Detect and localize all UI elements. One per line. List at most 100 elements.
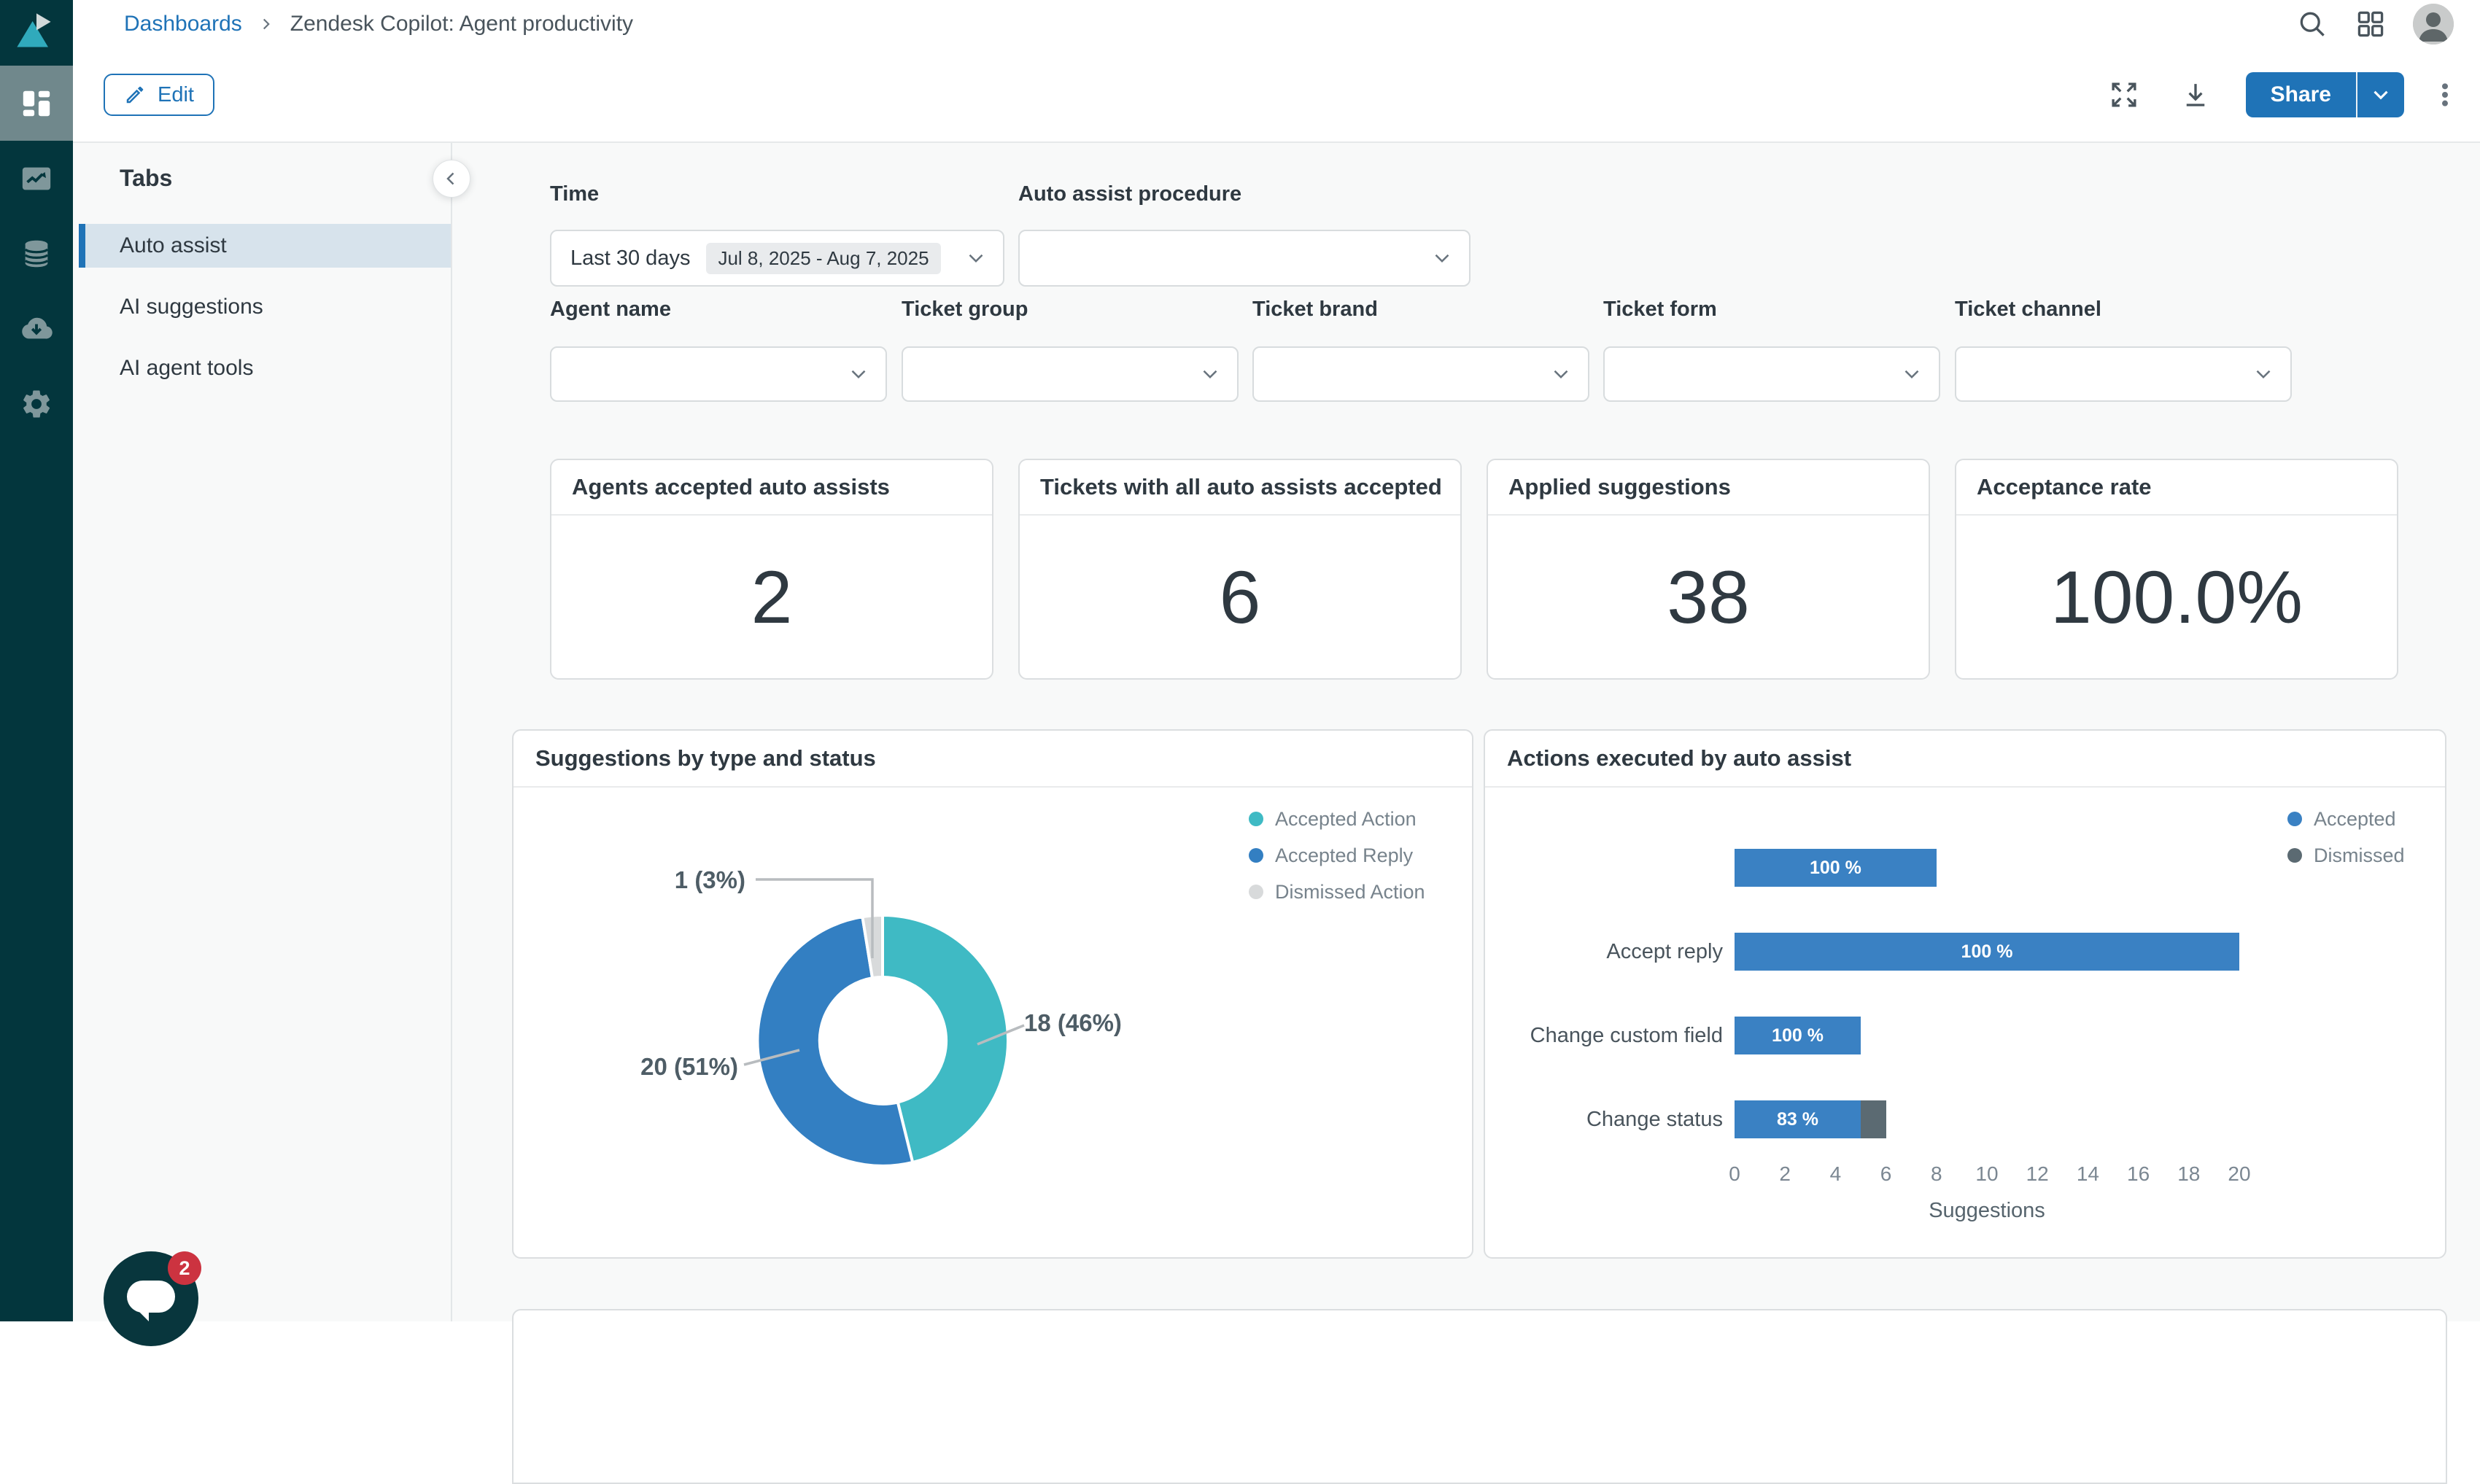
x-axis-tick: 6 [1880,1162,1892,1185]
app-switcher-button[interactable] [2355,8,2387,40]
edit-button-label: Edit [158,82,194,106]
donut-slice-label: 20 (51%) [640,1053,738,1080]
explore-logo[interactable] [0,0,73,66]
x-axis-tick: 16 [2127,1162,2150,1185]
donut-chart [756,913,1010,1168]
chat-bubble-icon [127,1281,175,1321]
ticket-brand-filter-dropdown[interactable] [1252,346,1589,402]
x-axis-tick: 18 [2177,1162,2201,1185]
breadcrumb: Dashboards Zendesk Copilot: Agent produc… [124,12,633,36]
ticket-channel-filter-label: Ticket channel [1955,298,2101,321]
share-button[interactable]: Share [2246,72,2357,117]
sidebar-item-settings[interactable] [0,366,73,441]
share-menu-button[interactable] [2357,72,2404,117]
procedure-filter-dropdown[interactable] [1018,230,1470,287]
bar-chart-card: Actions executed by auto assist Accepted… [1484,729,2446,1259]
ticket-brand-filter-label: Ticket brand [1252,298,1378,321]
chevron-down-icon [1899,362,1924,386]
fullscreen-button[interactable] [2109,79,2139,110]
date-range-pill: Jul 8, 2025 - Aug 7, 2025 [706,242,941,274]
ticket-channel-filter-dropdown[interactable] [1955,346,2292,402]
chevron-down-icon [846,362,871,386]
gear-icon [23,390,50,418]
time-filter-dropdown[interactable]: Last 30 days Jul 8, 2025 - Aug 7, 2025 [550,230,1004,287]
legend-item[interactable]: Accepted Reply [1249,837,1425,874]
ticket-form-filter-dropdown[interactable] [1603,346,1940,402]
legend-item[interactable]: Dismissed [2287,837,2405,874]
bar-value-label: 83 % [1777,1108,1818,1130]
cloud-download-icon [22,317,53,338]
chevron-left-icon [446,172,454,185]
sidebar-item-datasets[interactable] [0,216,73,291]
chevron-down-icon [2251,362,2276,386]
legend-dot [1249,848,1263,863]
metric-card: Agents accepted auto assists 2 [550,459,993,680]
ticket-group-filter-label: Ticket group [902,298,1028,321]
sidebar-item-imports[interactable] [0,291,73,366]
legend-item[interactable]: Accepted Action [1249,801,1425,837]
user-avatar[interactable] [2413,4,2454,44]
collapse-panel-button[interactable] [433,160,470,198]
nav-rail [0,0,73,1321]
metric-title: Acceptance rate [1956,460,2397,516]
dashboard-content: Time Last 30 days Jul 8, 2025 - Aug 7, 2… [452,143,2480,1484]
x-axis-tick: 0 [1729,1162,1740,1185]
tab-label: Auto assist [120,233,227,257]
chevron-right-icon [257,15,276,34]
kebab-menu-icon [2442,83,2448,106]
bar-accepted: 100 % [1735,849,1937,887]
share-split-button: Share [2245,72,2404,117]
agent-name-filter-label: Agent name [550,298,671,321]
metric-card: Applied suggestions 38 [1487,459,1930,680]
metric-title: Tickets with all auto assists accepted [1020,460,1460,516]
legend-label: Accepted Reply [1275,844,1414,866]
chevron-down-icon [964,246,988,271]
time-filter-label: Time [550,182,600,206]
bar-dismissed [1861,1100,1886,1138]
legend-label: Dismissed Action [1275,880,1425,903]
tab-label: AI agent tools [120,356,254,380]
legend-label: Accepted Action [1275,807,1417,830]
tab-auto-assist[interactable]: Auto assist [79,224,451,268]
chart-title: Suggestions by type and status [514,731,1472,788]
sidebar-item-reports[interactable] [0,141,73,216]
export-button[interactable] [2180,79,2211,110]
chart-title: Actions executed by auto assist [1485,731,2445,788]
x-axis-title: Suggestions [1929,1199,2045,1222]
x-axis-tick: 8 [1931,1162,1942,1185]
metric-value: 6 [1219,556,1261,639]
dashboard-toolbar: Edit Share [73,48,2480,143]
dashboards-icon [23,90,50,116]
bar-chart: Suggestions 100 % Accept reply 100 % Change… [1485,788,2445,1257]
tab-ai-agent-tools[interactable]: AI agent tools [79,346,451,390]
more-options-button[interactable] [2430,80,2460,109]
ticket-group-filter-dropdown[interactable] [902,346,1239,402]
legend-dot [2287,812,2302,826]
bar-legend: Accepted Dismissed [2287,801,2405,874]
search-button[interactable] [2296,8,2328,40]
donut-legend: Accepted Action Accepted Reply Dismissed… [1249,801,1425,910]
bar-category-label [1485,849,1723,887]
tab-ai-suggestions[interactable]: AI suggestions [79,285,451,329]
legend-item[interactable]: Accepted [2287,801,2405,837]
x-axis-tick: 2 [1779,1162,1791,1185]
breadcrumb-dashboards-link[interactable]: Dashboards [124,12,242,36]
pencil-icon [126,86,144,104]
metric-value: 2 [751,556,793,639]
bar-category-label: Change custom field [1530,1024,1723,1047]
legend-item[interactable]: Dismissed Action [1249,874,1425,910]
donut-slice-label: 18 (46%) [1024,1009,1122,1036]
legend-dot [1249,885,1263,899]
donut-slice [881,913,1010,1165]
legend-dot [1249,812,1263,826]
x-axis-tick: 20 [2228,1162,2251,1185]
sidebar-item-dashboards[interactable] [0,66,73,141]
tabs-panel: Tabs Auto assist AI suggestions AI agent… [73,143,470,1321]
agent-name-filter-dropdown[interactable] [550,346,887,402]
widget-card-partial [512,1309,2447,1484]
edit-button[interactable]: Edit [104,74,214,116]
bar-accepted: 83 % [1735,1100,1861,1138]
bar-category-label: Change status [1586,1108,1723,1131]
chevron-down-icon [1430,246,1454,271]
metric-card: Acceptance rate 100.0% [1955,459,2398,680]
